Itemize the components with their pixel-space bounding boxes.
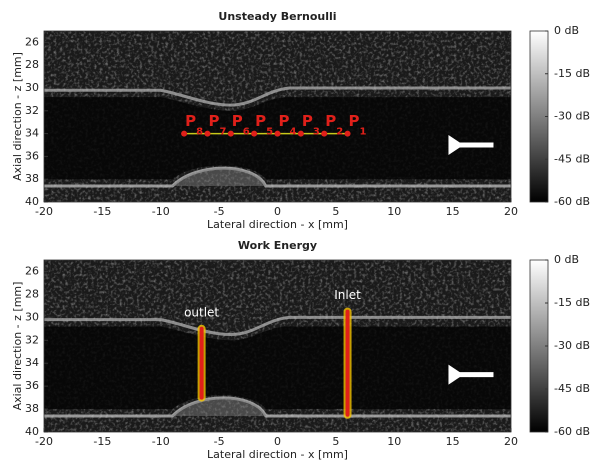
x-axis-label: Lateral direction - x [mm] [207, 218, 348, 231]
colorbar-tick-label: 0 dB [554, 253, 579, 266]
x-tick-label: 0 [274, 205, 281, 218]
plaque [172, 397, 266, 416]
point-subscript: 6 [243, 127, 250, 138]
y-tick-label: 26 [25, 264, 39, 277]
x-tick-label: -10 [152, 435, 170, 448]
point-label: P [208, 112, 219, 130]
point [274, 130, 281, 137]
x-tick-label: 5 [332, 205, 339, 218]
colorbar-tick-label: -30 dB [554, 110, 590, 123]
y-axis-label: Axial direction - z [mm] [11, 282, 24, 411]
y-tick-label: 32 [25, 333, 39, 346]
x-tick-label: 20 [504, 435, 518, 448]
y-tick-label: 36 [25, 379, 39, 392]
y-tick-label: 34 [25, 127, 39, 140]
vessel-lumen [44, 326, 511, 410]
point-label: P [232, 112, 243, 130]
x-tick-label: -5 [214, 435, 225, 448]
line-label: outlet [184, 305, 219, 319]
point-label: P [349, 112, 360, 130]
line-label: Inlet [334, 288, 361, 302]
y-tick-label: 36 [25, 149, 39, 162]
colorbar-tick-label: -15 dB [554, 296, 590, 309]
y-tick-label: 26 [25, 35, 39, 48]
point [181, 130, 188, 137]
y-axis-label: Axial direction - z [mm] [11, 52, 24, 181]
point-subscript: 5 [266, 127, 273, 138]
point-subscript: 1 [360, 127, 367, 138]
colorbar-tick-label: -45 dB [554, 382, 590, 395]
y-tick-label: 28 [25, 58, 39, 71]
point [344, 130, 351, 137]
point-subscript: 4 [290, 127, 297, 138]
plaque [172, 168, 266, 187]
x-axis-label: Lateral direction - x [mm] [207, 448, 348, 461]
point-label: P [279, 112, 290, 130]
point-label: P [325, 112, 336, 130]
x-tick-label: -10 [152, 205, 170, 218]
y-tick-label: 38 [25, 172, 39, 185]
x-tick-label: 15 [446, 205, 460, 218]
point [251, 130, 258, 137]
title: Work Energy [238, 239, 317, 252]
y-tick-label: 30 [25, 81, 39, 94]
colorbar-tick-label: -60 dB [554, 425, 590, 438]
vessel-lumen [44, 97, 511, 180]
x-tick-label: -20 [35, 205, 53, 218]
x-tick-label: 15 [446, 435, 460, 448]
colorbar-tick-label: 0 dB [554, 24, 579, 37]
point [204, 130, 211, 137]
y-tick-label: 38 [25, 402, 39, 415]
y-tick-label: 40 [25, 425, 39, 438]
x-tick-label: 0 [274, 435, 281, 448]
point-label: P [255, 112, 266, 130]
point [227, 130, 234, 137]
y-tick-label: 28 [25, 287, 39, 300]
point [321, 130, 328, 137]
x-tick-label: 10 [387, 205, 401, 218]
point-label: P [185, 112, 196, 130]
x-tick-label: -15 [93, 435, 111, 448]
vessel-wall [44, 86, 511, 107]
colorbar-tick-label: -30 dB [554, 339, 590, 352]
point-subscript: 7 [219, 127, 226, 138]
y-tick-label: 32 [25, 104, 39, 117]
point-subscript: 3 [313, 127, 320, 138]
y-tick-label: 40 [25, 195, 39, 208]
point [297, 130, 304, 137]
colorbar-tick-label: -15 dB [554, 67, 590, 80]
x-tick-label: 5 [332, 435, 339, 448]
vessel-wall [44, 315, 511, 337]
x-tick-label: -5 [214, 205, 225, 218]
colorbar-tick-label: -45 dB [554, 152, 590, 165]
point-label: P [302, 112, 313, 130]
y-tick-label: 34 [25, 356, 39, 369]
x-tick-label: 20 [504, 205, 518, 218]
x-tick-label: -15 [93, 205, 111, 218]
x-tick-label: -20 [35, 435, 53, 448]
colorbar-tick-label: -60 dB [554, 195, 590, 208]
y-tick-label: 30 [25, 310, 39, 323]
point-subscript: 2 [336, 127, 343, 138]
point-subscript: 8 [196, 127, 203, 138]
title: Unsteady Bernoulli [218, 10, 336, 23]
x-tick-label: 10 [387, 435, 401, 448]
